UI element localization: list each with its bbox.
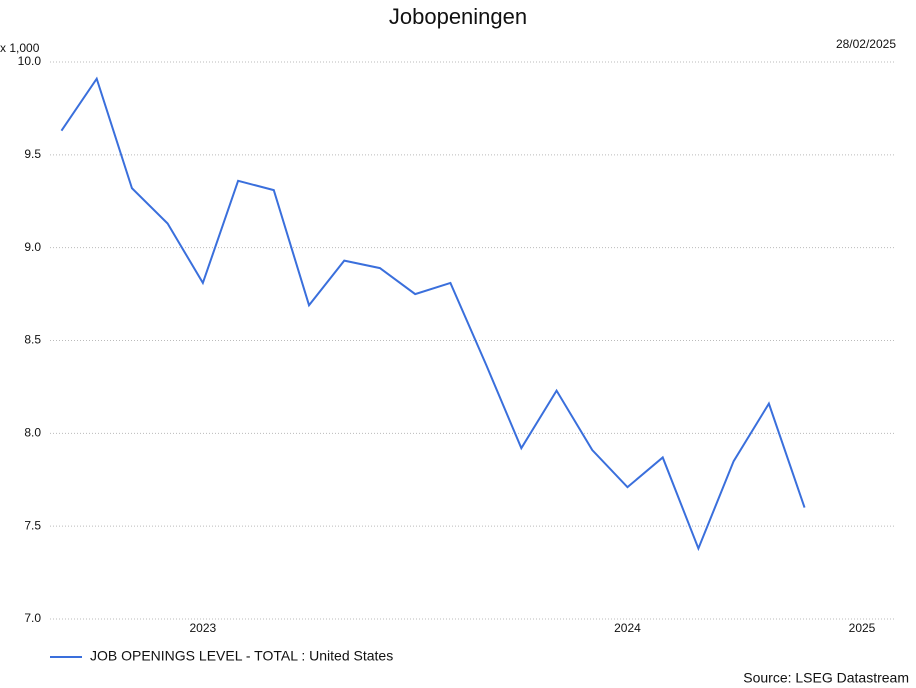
y-tick-label: 7.5 (24, 518, 41, 532)
chart-title: Jobopeningen (389, 4, 527, 29)
x-tick-label: 2024 (614, 621, 641, 635)
date-label: 28/02/2025 (836, 37, 896, 51)
legend-label: JOB OPENINGS LEVEL - TOTAL : United Stat… (90, 648, 393, 664)
x-tick-label: 2025 (849, 621, 876, 635)
y-tick-label: 8.0 (24, 426, 41, 440)
source: Source: LSEG Datastream (743, 670, 909, 686)
y-tick-label: 8.5 (24, 333, 41, 347)
y-tick-label: 7.0 (24, 611, 41, 625)
y-tick-label: 9.5 (24, 147, 41, 161)
y-tick-label: 9.0 (24, 240, 41, 254)
data-line (60, 76, 806, 552)
unit-label: x 1,000 (0, 41, 40, 55)
x-tick-label: 2023 (190, 621, 217, 635)
y-tick-label: 10.0 (18, 54, 42, 68)
